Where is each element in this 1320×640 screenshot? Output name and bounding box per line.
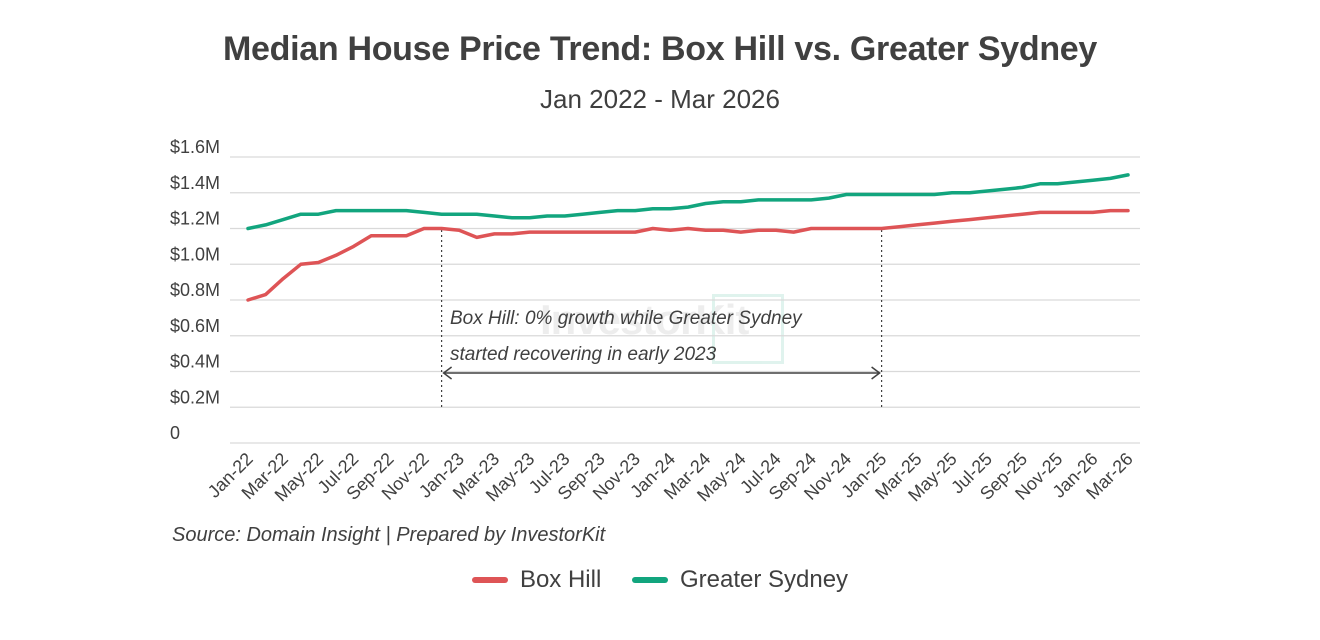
y-tick-label: $0.8M (170, 280, 220, 300)
legend-swatch-greater-sydney (631, 577, 668, 583)
y-tick-label: 0 (170, 423, 180, 443)
y-tick-label: $1.0M (170, 244, 220, 264)
y-tick-label: $0.2M (170, 387, 220, 407)
annotation-arrowhead-left (442, 366, 453, 380)
legend-swatch-box-hill (471, 577, 508, 583)
y-tick-label: $1.2M (170, 209, 220, 229)
legend-label-greater-sydney: Greater Sydney (679, 566, 849, 593)
series-lines (246, 173, 1130, 302)
legend: Box Hill Greater Sydney (0, 562, 1320, 594)
annotation-text-line1: Box Hill: 0% growth while Greater Sydney (450, 308, 803, 329)
annotation-text-line2: started recovering in early 2023 (450, 344, 717, 365)
y-tick-label: $1.4M (170, 173, 220, 193)
legend-item-box-hill: Box Hill (471, 566, 602, 594)
watermark-box (712, 294, 784, 364)
series-line-box-hill (246, 208, 1130, 302)
grid-lines (230, 156, 1140, 444)
y-tick-label: $0.6M (170, 316, 220, 336)
series-line-greater-sydney (246, 173, 1130, 231)
legend-label-box-hill: Box Hill (519, 566, 602, 593)
y-tick-label: $1.6M (170, 137, 220, 157)
x-axis-tick-labels: Jan-22Mar-22May-22Jul-22Sep-22Nov-22Jan-… (204, 449, 1137, 506)
chart-title: Median House Price Trend: Box Hill vs. G… (222, 30, 1098, 68)
chart-subtitle: Jan 2022 - Mar 2026 (540, 84, 780, 114)
source-note: Source: Domain Insight | Prepared by Inv… (172, 524, 606, 546)
y-axis-tick-labels: 0 $0.2M $0.4M $0.6M $0.8M $1.0M $1.2M $1.4M $1.6… (170, 137, 220, 443)
annotation-arrowhead-right (871, 366, 881, 380)
annotation: Box Hill: 0% growth while Greater Sydney… (441, 230, 883, 410)
legend-item-greater-sydney: Greater Sydney (631, 566, 849, 594)
y-tick-label: $0.4M (170, 352, 220, 372)
